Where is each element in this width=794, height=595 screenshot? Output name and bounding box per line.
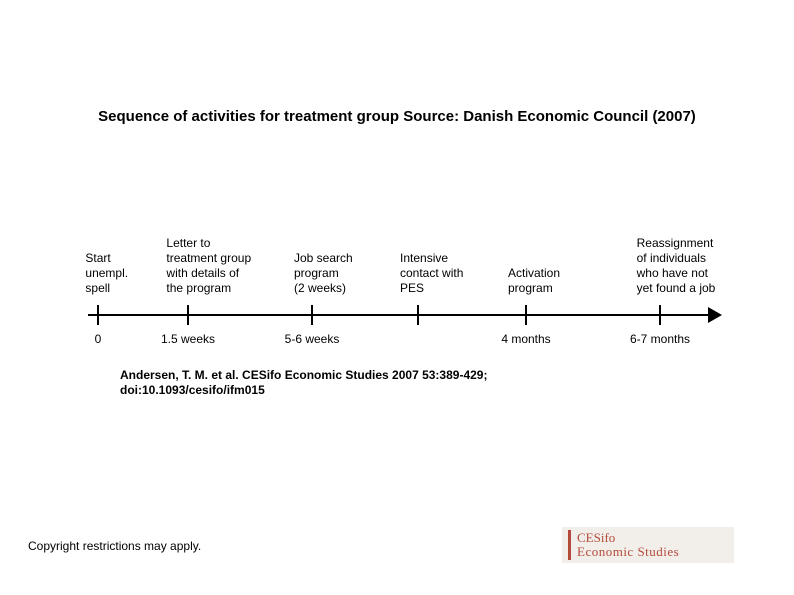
timeline-event-label: Activation program <box>508 266 608 296</box>
timeline-tick-label: 0 <box>95 332 102 346</box>
timeline-tick-label: 1.5 weeks <box>161 332 215 346</box>
timeline-tick-label: 4 months <box>501 332 550 346</box>
timeline-event-label: Start unempl. spell <box>85 251 155 296</box>
logo-accent-bar <box>568 530 571 560</box>
timeline-event-label: Job search program (2 weeks) <box>294 251 394 296</box>
timeline-tick-label: 6-7 months <box>630 332 690 346</box>
logo-line-1: CESifo <box>577 531 679 545</box>
timeline-tick <box>659 305 661 325</box>
copyright-text: Copyright restrictions may apply. <box>28 539 201 553</box>
timeline-arrowhead <box>708 307 722 323</box>
timeline-event-label: Reassignment of individuals who have not… <box>637 236 767 296</box>
timeline-tick <box>97 305 99 325</box>
logo-line-2: Economic Studies <box>577 545 679 559</box>
timeline-tick <box>187 305 189 325</box>
timeline-tick-label: 5-6 weeks <box>285 332 340 346</box>
page-title: Sequence of activities for treatment gro… <box>0 108 794 125</box>
timeline-tick <box>311 305 313 325</box>
citation-text: Andersen, T. M. et al. CESifo Economic S… <box>120 368 540 398</box>
timeline-tick <box>417 305 419 325</box>
timeline-event-label: Letter to treatment group with details o… <box>166 236 286 296</box>
publisher-logo: CESifo Economic Studies <box>562 527 734 563</box>
timeline-tick <box>525 305 527 325</box>
timeline-event-label: Intensive contact with PES <box>400 251 500 296</box>
logo-text: CESifo Economic Studies <box>577 531 679 558</box>
timeline-axis <box>88 314 708 316</box>
page: Sequence of activities for treatment gro… <box>0 0 794 595</box>
timeline-diagram: Start unempl. spell 0 Letter to treatment … <box>88 200 728 365</box>
